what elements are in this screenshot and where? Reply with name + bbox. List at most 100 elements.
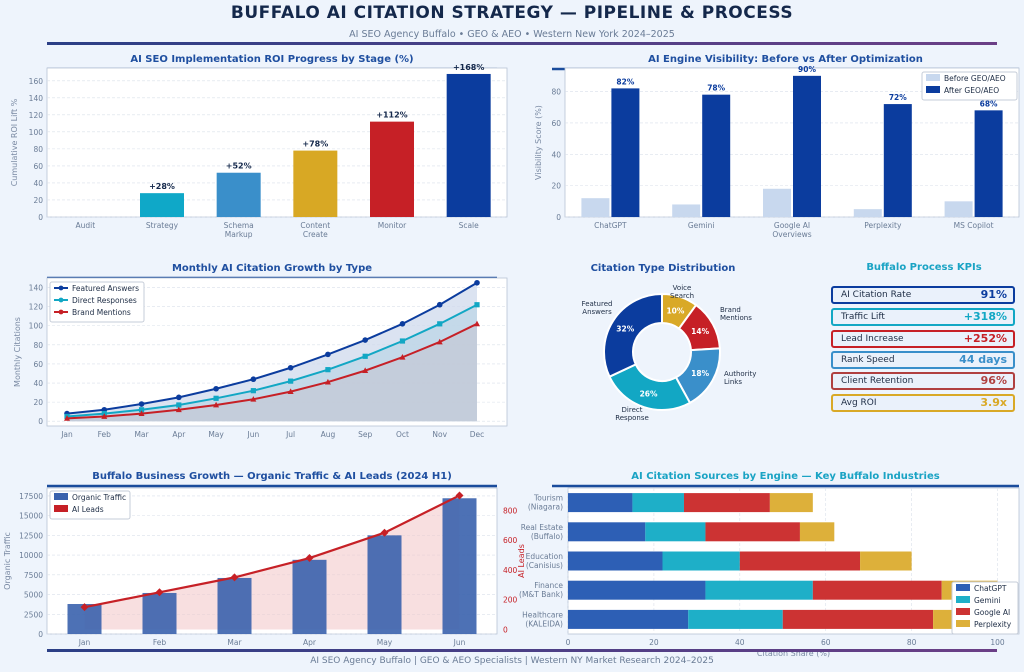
page-footer: AI SEO Agency Buffalo | GEO & AEO Specia…: [310, 656, 714, 666]
slice-percent-label: 26%: [640, 389, 658, 398]
y-tick-label: 40: [33, 179, 43, 188]
donut-slice: [603, 292, 663, 379]
leads-area: [84, 495, 460, 630]
data-point: [213, 401, 220, 408]
stacked-segment: [799, 522, 835, 542]
before-bar: [672, 204, 701, 217]
after-bar: [793, 75, 821, 217]
leads-point: [80, 603, 89, 612]
chart-title: Citation Type Distribution: [591, 263, 736, 274]
y-axis-label: Monthly Citations: [13, 317, 22, 387]
y-axis-label: Cumulative ROI Lift %: [10, 98, 19, 186]
slice-percent-label: 14%: [691, 327, 709, 336]
data-point: [474, 302, 480, 308]
bar-value-label: 82%: [616, 77, 634, 86]
x-tick-label: Aug: [321, 430, 336, 439]
kpi-panel-title: Buffalo Process KPIs: [866, 262, 982, 273]
leads-line: [84, 494, 460, 609]
x-tick-label: MS Copilot: [954, 221, 994, 230]
y-tick-label: 20: [33, 196, 43, 205]
y-tick-label: 10000: [19, 551, 43, 560]
before-bar: [853, 209, 882, 217]
slice-name-label: Brand Mentions: [720, 306, 752, 322]
legend-swatch: [956, 584, 970, 591]
bar-value-label: 78%: [707, 84, 725, 93]
kpi-value: +318%: [963, 310, 1007, 323]
data-point: [325, 351, 331, 358]
legend-label: Before GEO/AEO: [944, 74, 1006, 83]
x-tick-label: Mar: [227, 638, 242, 647]
y-tick-label: 100: [29, 322, 44, 331]
x-tick-label: Monitor: [378, 221, 407, 230]
data-point: [362, 337, 368, 343]
x-tick-label: Jan: [60, 430, 73, 439]
x-tick-label: Strategy: [146, 221, 179, 230]
slice-percent-label: 10%: [666, 307, 684, 316]
y-tick-label: 60: [551, 119, 561, 128]
kpi-label: Lead Increase: [841, 334, 904, 344]
kpi-card: Lead Increase +252%: [831, 330, 1015, 348]
legend-label: Gemini: [974, 596, 1001, 605]
before-bar: [581, 198, 610, 217]
data-point: [399, 338, 406, 344]
data-point: [138, 407, 145, 413]
data-point: [474, 320, 480, 327]
series-line: [66, 303, 478, 418]
y2-tick-label: 400: [503, 566, 518, 575]
slice-percent-label: 32%: [616, 325, 634, 334]
legend-swatch: [926, 74, 940, 81]
y-tick-label: 40: [551, 150, 561, 159]
data-point: [399, 321, 406, 327]
footer-rule: [47, 649, 997, 652]
bar-value-label: +28%: [149, 182, 175, 191]
legend-swatch: [956, 608, 970, 615]
kpi-card: AI Citation Rate 91%: [831, 286, 1015, 304]
legend-label: Google AI: [974, 608, 1010, 617]
slice-name-label: Direct Response: [615, 406, 649, 422]
stacked-segment: [860, 551, 912, 571]
stacked-segment: [688, 609, 783, 629]
stacked-segment: [739, 551, 861, 571]
legend-marker: [58, 285, 64, 291]
chart-title: AI Citation Sources by Engine — Key Buff…: [631, 471, 939, 482]
x-tick-label: 20: [649, 638, 659, 647]
legend-marker: [58, 309, 64, 315]
kpi-label: Rank Speed: [841, 355, 895, 365]
y-tick-label: Tourism (Niagara): [528, 494, 563, 512]
y-tick-label: 20: [33, 398, 43, 407]
data-point: [324, 378, 331, 385]
y2-tick-label: 200: [503, 596, 518, 605]
y-tick-label: 0: [38, 213, 43, 222]
y-axis-label: AI Leads: [517, 544, 526, 578]
x-axis-label: Citation Share (%): [757, 649, 830, 658]
stacked-segment: [645, 522, 706, 542]
chart-title: Buffalo Business Growth — Organic Traffi…: [92, 471, 452, 482]
y-tick-label: 0: [556, 213, 561, 222]
slice-name-label: Authority Links: [724, 370, 756, 386]
kpi-label: Avg ROI: [841, 398, 877, 408]
kpi-card: Traffic Lift +318%: [831, 308, 1015, 326]
kpi-label: Traffic Lift: [841, 312, 885, 322]
bar-value-label: 72%: [889, 93, 907, 102]
after-bar: [702, 94, 731, 217]
x-tick-label: Google AI Overviews: [772, 221, 811, 239]
y-tick-label: 80: [33, 341, 43, 350]
x-tick-label: Mar: [134, 430, 149, 439]
data-point: [287, 364, 294, 371]
data-point: [399, 354, 406, 360]
legend-label: ChatGPT: [974, 584, 1007, 593]
y-tick-label: 7500: [24, 571, 43, 580]
x-tick-label: 80: [907, 638, 917, 647]
x-tick-label: Feb: [98, 430, 112, 439]
page-title: BUFFALO AI CITATION STRATEGY — PIPELINE …: [230, 3, 794, 23]
x-tick-label: Sep: [358, 430, 372, 439]
data-point: [213, 395, 219, 401]
x-tick-label: 60: [821, 638, 831, 647]
bar-value-label: +168%: [453, 63, 484, 72]
leads-point: [305, 554, 314, 563]
x-tick-label: Apr: [172, 430, 186, 439]
kpi-card: Client Retention 96%: [831, 372, 1015, 390]
x-tick-label: 100: [990, 638, 1005, 647]
y-tick-label: 20: [551, 182, 561, 191]
data-point: [437, 321, 443, 327]
